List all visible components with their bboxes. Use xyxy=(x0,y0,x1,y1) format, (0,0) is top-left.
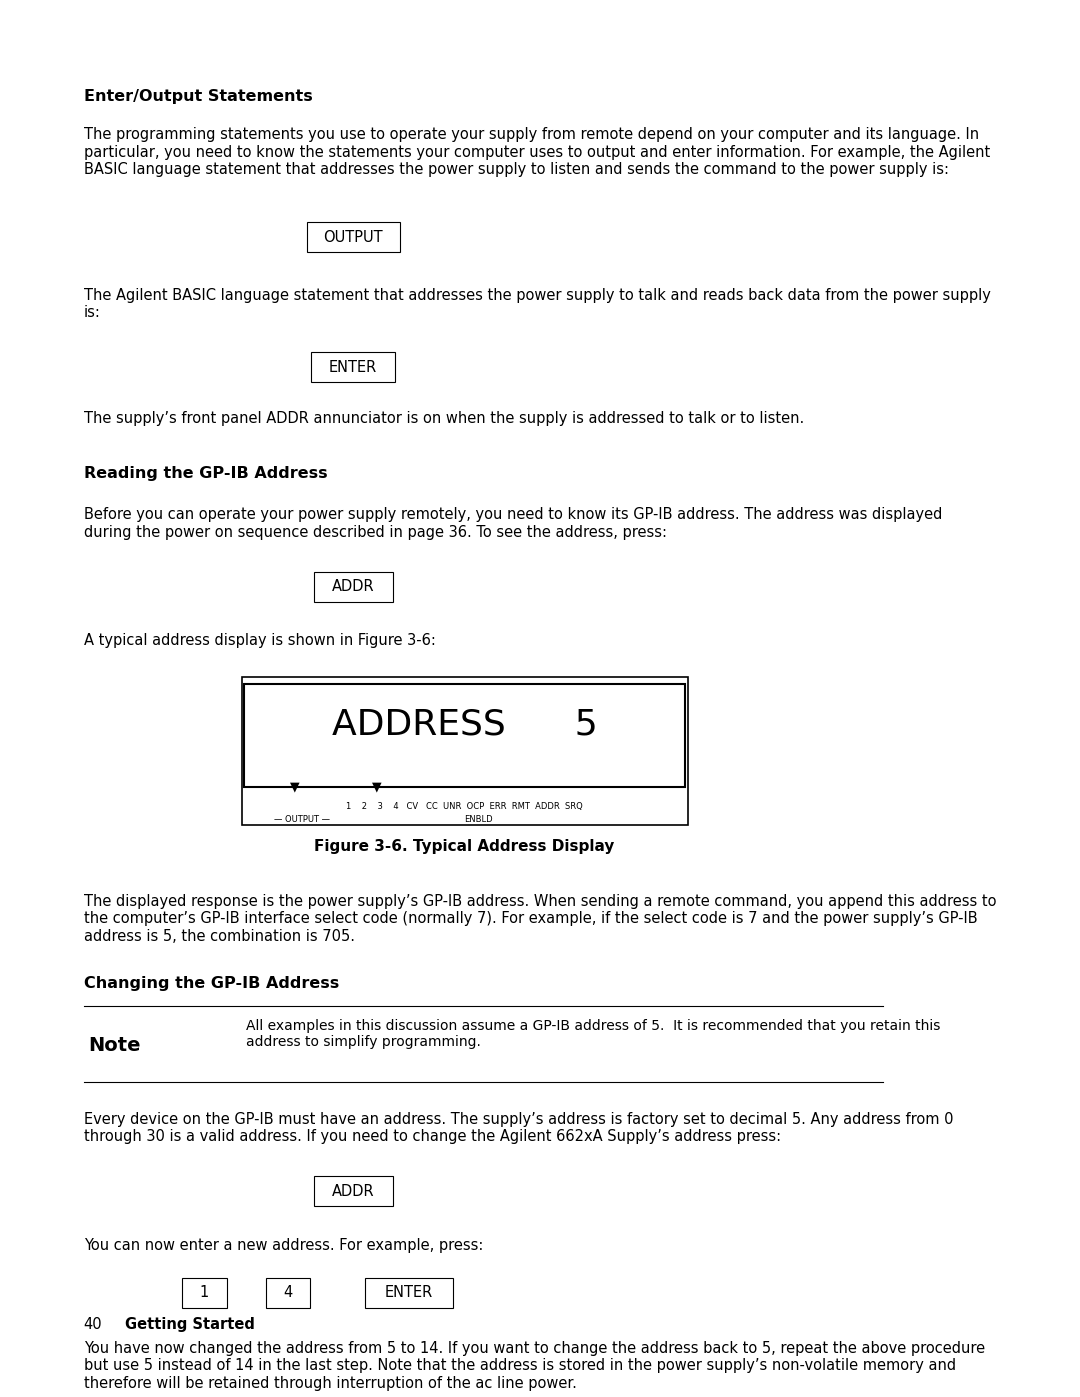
Text: A typical address display is shown in Figure 3-6:: A typical address display is shown in Fi… xyxy=(83,633,435,648)
FancyBboxPatch shape xyxy=(266,1278,310,1308)
Text: OUTPUT: OUTPUT xyxy=(323,229,383,244)
Text: Reading the GP-IB Address: Reading the GP-IB Address xyxy=(83,467,327,481)
Text: Figure 3-6. Typical Address Display: Figure 3-6. Typical Address Display xyxy=(314,840,615,854)
Bar xyxy=(242,678,688,826)
FancyBboxPatch shape xyxy=(365,1278,453,1308)
FancyBboxPatch shape xyxy=(313,1176,392,1207)
Text: Enter/Output Statements: Enter/Output Statements xyxy=(83,89,312,105)
Text: — OUTPUT —: — OUTPUT — xyxy=(274,816,330,824)
Bar xyxy=(244,685,685,787)
Text: ▼: ▼ xyxy=(372,780,381,793)
Text: Note: Note xyxy=(89,1037,140,1056)
Text: Getting Started: Getting Started xyxy=(125,1317,255,1333)
Text: ADDR: ADDR xyxy=(332,580,375,594)
FancyBboxPatch shape xyxy=(313,571,392,602)
Text: ENTER: ENTER xyxy=(329,360,377,374)
Text: You have now changed the address from 5 to 14. If you want to change the address: You have now changed the address from 5 … xyxy=(83,1341,985,1390)
Text: ENBLD: ENBLD xyxy=(464,816,492,824)
Text: 4: 4 xyxy=(283,1285,293,1301)
Text: The supply’s front panel ADDR annunciator is on when the supply is addressed to : The supply’s front panel ADDR annunciato… xyxy=(83,411,804,426)
FancyBboxPatch shape xyxy=(307,222,400,253)
Text: ENTER: ENTER xyxy=(384,1285,433,1301)
Text: ADDR: ADDR xyxy=(332,1183,375,1199)
FancyBboxPatch shape xyxy=(311,352,395,383)
Text: All examples in this discussion assume a GP-IB address of 5.  It is recommended : All examples in this discussion assume a… xyxy=(246,1018,941,1049)
Text: 1: 1 xyxy=(200,1285,210,1301)
Text: The programming statements you use to operate your supply from remote depend on : The programming statements you use to op… xyxy=(83,127,990,177)
Text: 40: 40 xyxy=(83,1317,103,1333)
Text: Before you can operate your power supply remotely, you need to know its GP-IB ad: Before you can operate your power supply… xyxy=(83,507,942,539)
Text: You can now enter a new address. For example, press:: You can now enter a new address. For exa… xyxy=(83,1238,483,1253)
Text: ADDRESS      5: ADDRESS 5 xyxy=(332,707,597,742)
Text: Every device on the GP-IB must have an address. The supply’s address is factory : Every device on the GP-IB must have an a… xyxy=(83,1112,954,1144)
Text: The Agilent BASIC language statement that addresses the power supply to talk and: The Agilent BASIC language statement tha… xyxy=(83,288,990,320)
Text: 1    2    3    4   CV   CC  UNR  OCP  ERR  RMT  ADDR  SRQ: 1 2 3 4 CV CC UNR OCP ERR RMT ADDR SRQ xyxy=(347,802,583,810)
Text: The displayed response is the power supply’s GP-IB address. When sending a remot: The displayed response is the power supp… xyxy=(83,894,996,943)
Text: Changing the GP-IB Address: Changing the GP-IB Address xyxy=(83,977,339,990)
FancyBboxPatch shape xyxy=(183,1278,227,1308)
Text: ▼: ▼ xyxy=(289,780,299,793)
